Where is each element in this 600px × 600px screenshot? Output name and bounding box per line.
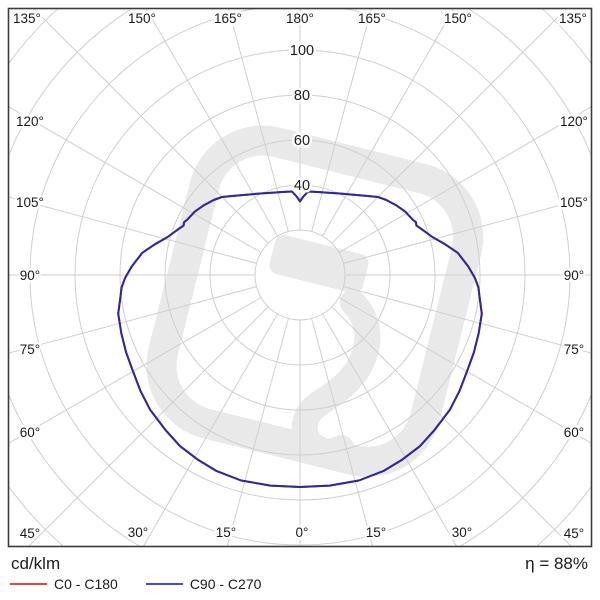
grid-label: 15° — [366, 525, 386, 540]
polar-chart-svg: 135° 150° 165° 180° 165° 150° 135° 30° 15° 0° 15° 3… — [7, 7, 593, 548]
grid-label: 40 — [294, 178, 310, 194]
efficiency-label: η = 88% — [525, 554, 588, 573]
grid-label: 30° — [452, 525, 472, 540]
watermark-logo — [146, 125, 484, 477]
legend-swatch-c90-c270 — [145, 583, 183, 585]
grid-label: 180° — [286, 11, 314, 26]
grid-label: 105° — [560, 195, 588, 210]
polar-chart-canvas: 135° 150° 165° 180° 165° 150° 135° 30° 15° 0° 15° 3… — [7, 7, 593, 548]
grid-label: 165° — [358, 11, 386, 26]
grid-label: 165° — [214, 11, 242, 26]
grid-radial-lines — [8, 8, 592, 547]
angle-labels: 135° 150° 165° 180° 165° 150° 135° 30° 15° 0° 15° 3… — [11, 9, 591, 544]
grid-label: 120° — [560, 114, 588, 129]
grid-label: 150° — [128, 11, 156, 26]
grid-label: 135° — [13, 11, 41, 26]
grid-label: 75° — [564, 342, 584, 357]
grid-label: 45° — [20, 526, 40, 541]
grid-label: 60° — [20, 425, 40, 440]
grid-label: 150° — [444, 11, 472, 26]
grid-label: 105° — [16, 195, 44, 210]
grid-label: 75° — [20, 342, 40, 357]
grid-label: 15° — [216, 525, 236, 540]
grid-label: 80 — [294, 88, 310, 104]
grid-label: 60° — [564, 425, 584, 440]
grid-label: 30° — [128, 525, 148, 540]
grid-label: 90° — [564, 268, 584, 283]
unit-label: cd/klm — [11, 554, 61, 573]
grid-label: 120° — [16, 114, 44, 129]
grid-label: 135° — [559, 11, 587, 26]
intensity-curves — [117, 190, 483, 488]
grid-label: 90° — [20, 268, 40, 283]
grid-label: 60 — [294, 133, 310, 149]
legend-swatch-c0-c180 — [10, 583, 47, 585]
plot-border — [7, 7, 593, 548]
legend-label-c90-c270: C90 - C270 — [189, 576, 262, 592]
curve-c90-c270 — [117, 190, 483, 488]
grid-label: 100 — [290, 43, 314, 59]
legend-items: C0 - C180 C90 - C270 — [10, 576, 261, 592]
grid-label: 45° — [564, 526, 584, 541]
radial-labels: 40 60 80 100 — [287, 41, 316, 197]
chart-legend: cd/klm C0 - C180 C90 - C270 η = 88% — [0, 548, 600, 600]
grid-label: 0° — [296, 525, 309, 540]
legend-label-c0-c180: C0 - C180 — [54, 576, 118, 592]
